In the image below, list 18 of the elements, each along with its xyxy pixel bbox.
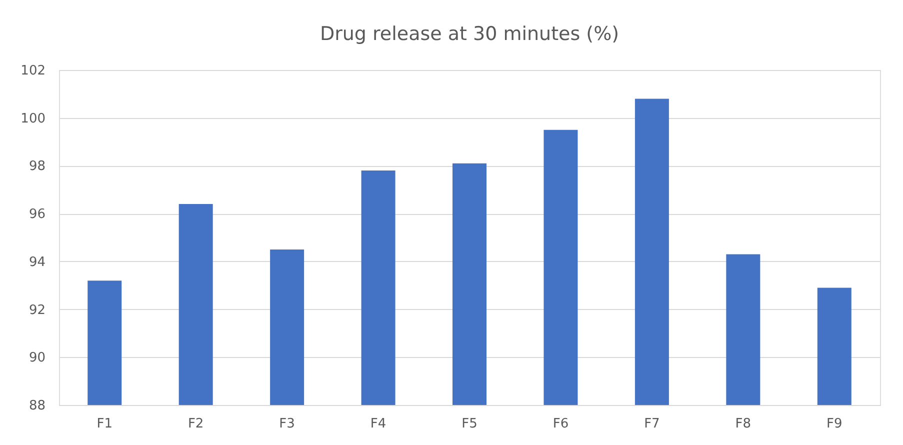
- x-tick-label: F1: [96, 416, 112, 432]
- y-tick-label: 94: [28, 254, 46, 270]
- y-tick-label: 100: [20, 111, 46, 126]
- y-tick-label: 98: [28, 159, 46, 174]
- x-tick-label: F8: [735, 416, 752, 432]
- y-tick-label: 88: [28, 398, 46, 414]
- x-tick-label: F9: [826, 416, 842, 432]
- y-tick-label: 96: [28, 207, 46, 222]
- y-tick-label: 102: [20, 64, 46, 78]
- x-tick-label: F5: [462, 416, 478, 432]
- x-tick-label: F4: [370, 416, 386, 432]
- x-tick-label: F3: [279, 416, 295, 432]
- x-tick-label: F7: [644, 416, 660, 432]
- y-tick-label: 90: [28, 350, 46, 366]
- chart-title: Drug release at 30 minutes (%): [320, 23, 620, 45]
- x-tick-label: F6: [552, 416, 569, 432]
- y-tick-label: 92: [28, 302, 46, 318]
- x-tick-label: F2: [188, 416, 204, 432]
